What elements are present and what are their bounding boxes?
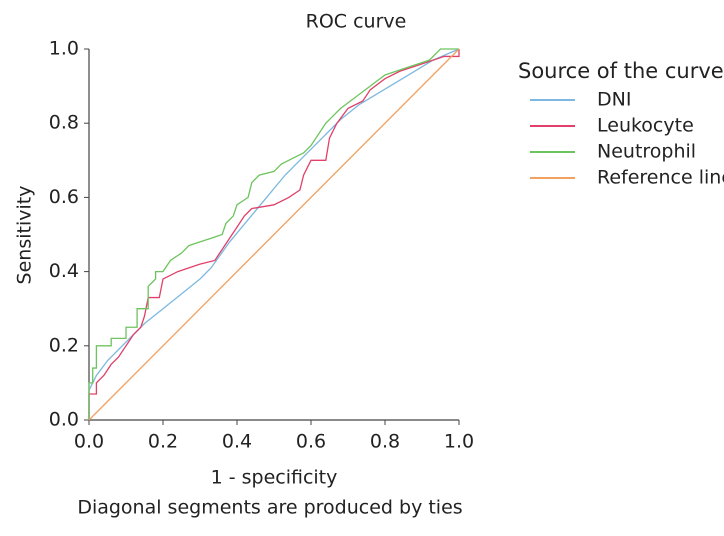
roc-line bbox=[88, 48, 459, 420]
x-axis-label: 1 - specificity bbox=[211, 467, 338, 489]
x-tick-label: 0.6 bbox=[296, 431, 326, 453]
y-tick-label: 0.6 bbox=[49, 186, 79, 208]
x-tick-label: 0.2 bbox=[148, 431, 178, 453]
x-tick-label: 1.0 bbox=[444, 431, 474, 453]
y-tick-label: 0.8 bbox=[49, 112, 79, 134]
chart-subtitle: Diagonal segments are produced by ties bbox=[77, 497, 462, 519]
roc-line bbox=[88, 49, 460, 420]
roc-line bbox=[88, 48, 460, 421]
x-tick-label: 0.4 bbox=[222, 431, 252, 453]
legend-label: Neutrophil bbox=[597, 141, 696, 163]
chart-title: ROC curve bbox=[306, 11, 407, 33]
y-tick-label: 0.2 bbox=[49, 334, 79, 356]
y-tick-label: 0.4 bbox=[49, 260, 79, 282]
y-tick-label: 0.0 bbox=[49, 409, 79, 431]
x-tick-label: 0.0 bbox=[74, 431, 104, 453]
y-axis-label: Sensitivity bbox=[14, 186, 36, 285]
legend-title: Source of the curve bbox=[518, 59, 724, 83]
roc-line bbox=[88, 48, 460, 420]
x-tick-label: 0.8 bbox=[370, 431, 400, 453]
legend-label: Reference line bbox=[597, 167, 724, 189]
legend-label: Leukocyte bbox=[597, 115, 694, 137]
legend-label: DNI bbox=[597, 89, 631, 111]
y-tick-label: 1.0 bbox=[49, 38, 79, 60]
